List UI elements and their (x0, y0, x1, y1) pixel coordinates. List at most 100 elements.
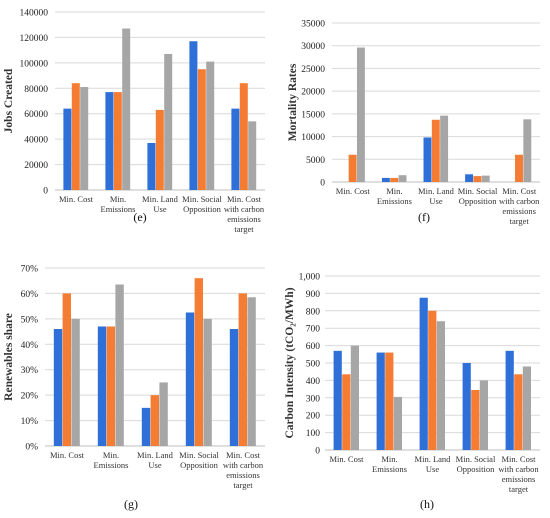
panel-label: (h) (420, 497, 434, 511)
bar (106, 326, 115, 446)
x-tick-label: Min. Cost with carbon emissions target (498, 454, 539, 494)
bar (189, 41, 198, 190)
bar (71, 83, 80, 190)
bar (431, 119, 440, 182)
y-tick-label: 0% (25, 443, 38, 453)
y-tick-label: 60000 (24, 110, 48, 120)
bar (164, 53, 173, 191)
x-tick-label: Min. Social Opposition (458, 186, 498, 206)
panel-label: (g) (124, 497, 138, 511)
bar (390, 177, 399, 182)
bar (150, 395, 159, 446)
bar (398, 175, 407, 182)
bar (428, 310, 437, 450)
x-tick-label: Min. Social Opposition (182, 194, 222, 214)
bar (53, 329, 63, 446)
y-tick-label: 100 (306, 429, 321, 439)
bar (348, 154, 357, 182)
bar (147, 142, 156, 190)
y-tick-label: 80000 (24, 85, 48, 95)
y-tick-label: 0 (315, 447, 320, 457)
chart-panel-e: 0 20000 40000 60000 80000 100000 120000 140000 M… (3, 9, 265, 234)
bar (206, 61, 215, 191)
x-tick-label: Min. Cost (50, 450, 85, 460)
y-tick-label: 20000 (301, 88, 325, 98)
y-tick-label: 300 (306, 394, 321, 404)
x-tick-label: Min. Social Opposition (179, 450, 219, 470)
bar (105, 92, 114, 190)
y-tick-label: 15000 (301, 110, 325, 120)
bar (229, 329, 239, 446)
bar (350, 345, 359, 450)
y-tick-label: 60% (21, 290, 39, 300)
y-tick-label: 40% (21, 341, 39, 351)
x-tick-label: Min. Cost (336, 186, 371, 196)
y-tick-label: 0 (320, 179, 325, 189)
y-tick-label: 20000 (24, 161, 48, 171)
bar (505, 350, 514, 450)
bar (471, 389, 480, 450)
panel-label: (e) (133, 210, 146, 224)
y-axis-title: Mortality Rates (287, 63, 299, 141)
x-tick-label: Min. Emissions (372, 454, 407, 474)
y-tick-label: 0 (43, 187, 48, 197)
chart-panel-f: 0 5000 10000 15000 20000 25000 30000 35000 Min. … (287, 20, 540, 227)
y-tick-label: 50% (21, 315, 39, 325)
y-tick-label: 140000 (20, 9, 49, 19)
bar (462, 363, 471, 450)
panel-label: (f) (418, 210, 430, 224)
y-tick-label: 10% (21, 417, 39, 427)
bar (376, 352, 385, 450)
bar (481, 175, 490, 182)
y-tick-label: 800 (306, 307, 321, 317)
bar (238, 293, 247, 446)
x-tick-label: Min. Land Use (137, 450, 174, 470)
bar (522, 366, 531, 450)
y-tick-label: 900 (306, 290, 321, 300)
bar (333, 350, 342, 450)
bar (419, 297, 428, 450)
x-tick-label: Min. Cost with carbon emissions target (499, 186, 540, 226)
bar (436, 321, 445, 450)
bar (71, 318, 80, 446)
bar (197, 69, 206, 190)
bar (194, 278, 203, 446)
bar (479, 380, 488, 450)
bar (203, 318, 212, 446)
bar (423, 137, 432, 182)
x-tick-label: Min. Cost with carbon emissions target (223, 450, 264, 490)
y-tick-label: 10000 (301, 133, 325, 143)
y-tick-label: 5000 (306, 156, 325, 166)
bar (80, 87, 89, 190)
bar (115, 284, 124, 446)
y-tick-label: 35000 (301, 20, 325, 30)
bar (141, 407, 151, 446)
y-tick-label: 20% (21, 392, 39, 402)
x-tick-label: Min. Cost (59, 194, 94, 204)
y-tick-label: 100000 (20, 59, 49, 69)
y-tick-label: 600 (306, 342, 321, 352)
x-tick-label: Min. Emissions (101, 194, 136, 214)
bar (342, 374, 351, 450)
y-tick-label: 40000 (24, 136, 48, 146)
y-tick-label: 25000 (301, 65, 325, 75)
bar (473, 176, 482, 182)
bar (231, 108, 240, 190)
x-tick-label: Min. Emissions (94, 450, 129, 470)
y-tick-label: 200 (306, 412, 321, 422)
bar (440, 115, 449, 182)
y-tick-label: 400 (306, 377, 321, 387)
bar (381, 177, 390, 182)
x-tick-label: Min. Land Use (415, 454, 452, 474)
bar (356, 47, 365, 182)
y-tick-label: 120000 (20, 34, 49, 44)
bar (515, 154, 523, 182)
bar (113, 92, 122, 190)
x-tick-label: Min. Land Use (142, 194, 179, 214)
bar (155, 109, 164, 190)
bar (523, 119, 532, 182)
bar (385, 352, 394, 450)
bar (465, 174, 474, 182)
bar (248, 121, 257, 190)
